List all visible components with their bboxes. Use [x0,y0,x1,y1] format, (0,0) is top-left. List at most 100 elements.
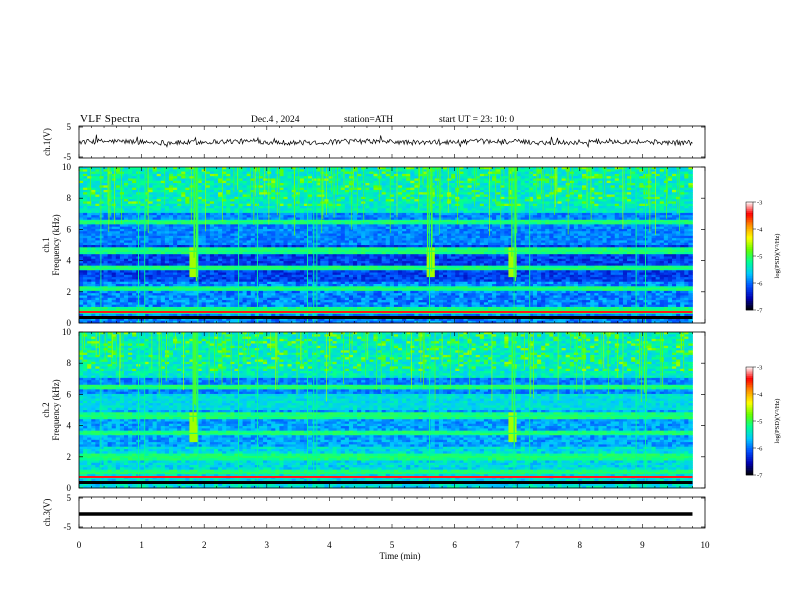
spectrogram-cell [247,295,251,298]
spectrogram-cell [157,302,161,305]
spectrogram-cell [120,199,124,202]
spectrogram-cell [202,305,206,308]
spectrogram-cell [283,300,287,303]
spectrogram-cell [214,169,218,172]
spectrogram-cell [214,298,218,301]
spectrogram-cell [206,195,210,198]
spectrogram-cell [157,227,161,230]
spectrogram-cell [177,217,181,220]
spectrogram-cell [124,300,128,303]
spectrogram-cell [210,185,214,188]
spectrogram-cell [181,273,185,276]
spectrogram-cell [83,222,87,225]
spectrogram-cell [169,261,173,264]
spectrogram-cell [296,263,300,266]
spectrogram-cell [308,252,312,255]
spectrogram-cell [128,259,132,262]
spectrogram-cell [239,295,243,298]
spectrogram-cell [104,217,108,220]
spectrogram-cell [267,183,271,186]
spectrogram-cell [288,243,292,246]
spectrogram-cell [91,293,95,296]
spectrogram-cell [312,199,316,202]
spectrogram-cell [116,213,120,216]
spectrogram-cell [214,282,218,285]
spectrogram-cell [194,307,198,310]
spectrogram-cell [91,300,95,303]
spectrogram-cell [259,231,263,234]
spectrogram-cell [181,238,185,241]
spectrogram-cell [202,263,206,266]
spectrogram-cell [222,222,226,225]
spectrogram-cell [140,231,144,234]
spectrogram-cell [83,227,87,230]
spectrogram-cell [300,263,304,266]
spectrogram-cell [140,302,144,305]
spectrogram-cell [296,240,300,243]
spectrogram-cell [263,211,267,214]
spectrogram-cell [210,305,214,308]
spectrogram-cell [95,307,99,310]
spectrogram-cell [99,284,103,287]
spectrogram-cell [177,169,181,172]
spectrogram-cell [218,270,222,273]
spectrogram-cell [128,240,132,243]
spectrogram-cell [288,261,292,264]
spectrogram-cell [165,183,169,186]
spectrogram-cell [320,222,324,225]
spectrogram-cell [243,217,247,220]
spectrogram-cell [165,190,169,193]
spectrogram-cell [104,215,108,218]
spectrogram-cell [128,238,132,241]
spectrogram-cell [173,195,177,198]
spectrogram-cell [283,178,287,181]
spectrogram-cell [308,215,312,218]
spectrogram-cell [308,167,312,170]
spectrogram-cell [226,227,230,230]
spectrogram-cell [312,224,316,227]
spectrogram-cell [140,273,144,276]
spectrogram-cell [283,169,287,172]
spectrogram-cell [267,291,271,294]
spectrogram-cell [99,181,103,184]
spectrogram-cell [112,174,116,177]
spectrogram-cell [243,192,247,195]
spectrogram-cell [239,217,243,220]
spectrogram-cell [95,169,99,172]
spectrogram-cell [108,213,112,216]
spectrogram-cell [263,295,267,298]
spectrogram-cell [259,224,263,227]
spectrogram-cell [124,224,128,227]
spectrogram-cell [288,213,292,216]
spectrogram-cell [230,298,234,301]
spectrogram-cell [95,298,99,301]
spectrogram-cell [230,282,234,285]
spectrogram-cell [218,183,222,186]
spectrogram-cell [79,208,83,211]
spectrogram-cell [312,201,316,204]
spectrogram-cell [112,254,116,257]
spectrogram-cell [91,291,95,294]
spectrogram-cell [132,261,136,264]
spectrogram-cell [312,307,316,310]
spectrogram-cell [283,227,287,230]
spectrogram-cell [271,277,275,280]
spectrogram-cell [206,199,210,202]
spectrogram-cell [169,259,173,262]
spectrogram-cell [247,213,251,216]
spectrogram-cell [157,224,161,227]
spectrogram-cell [124,270,128,273]
spectrogram-cell [271,174,275,177]
spectrogram-cell [312,183,316,186]
spectrogram-cell [157,213,161,216]
spectrogram-cell [226,211,230,214]
spectrogram-cell [267,201,271,204]
spectrogram-cell [95,208,99,211]
spectrogram-cell [149,305,153,308]
spectrogram-cell [128,217,132,220]
spectrogram-cell [116,275,120,278]
spectrogram-cell [320,291,324,294]
spectrogram-cell [104,259,108,262]
spectrogram-cell [312,247,316,250]
spectrogram-cell [251,178,255,181]
